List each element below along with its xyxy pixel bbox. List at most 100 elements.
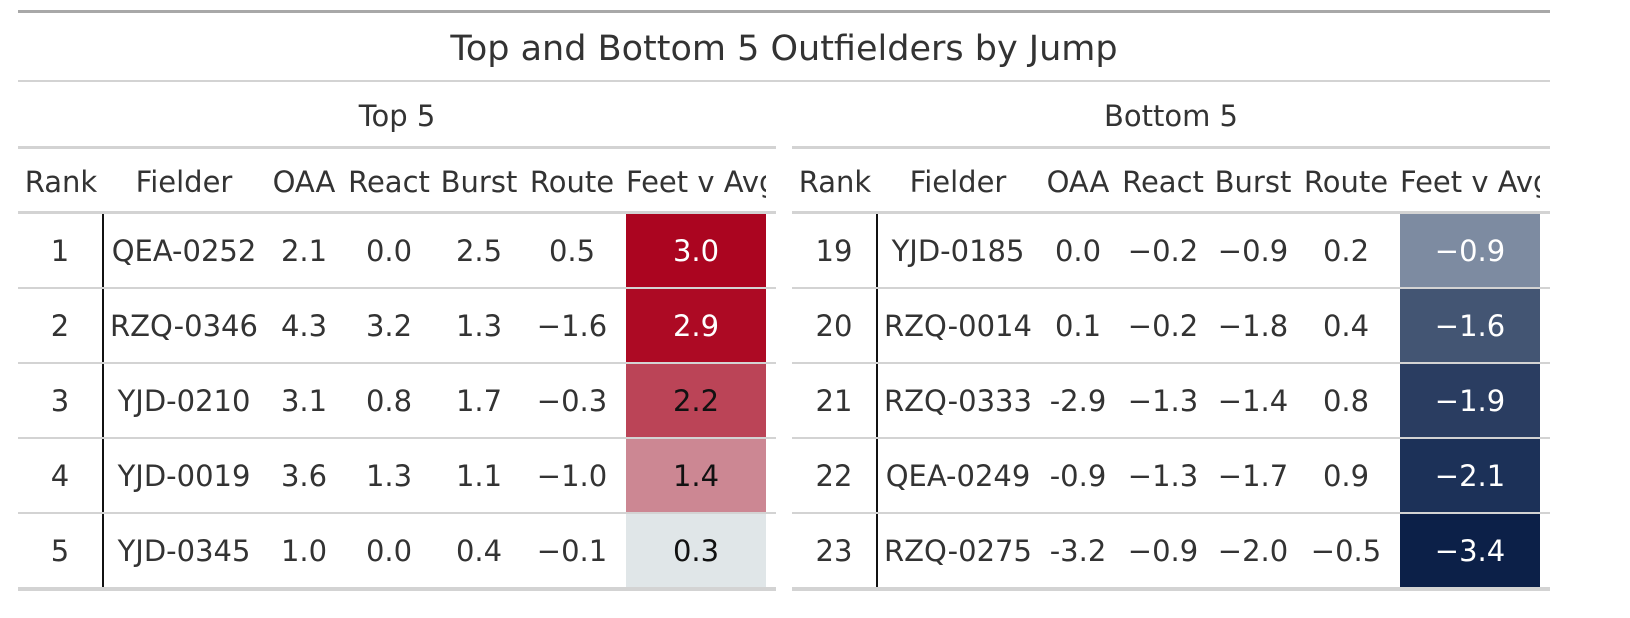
fielder-cell: QEA-0249 xyxy=(885,459,1031,493)
fielder-cell: YJD-0019 xyxy=(117,459,251,493)
rank-cell: 1 xyxy=(18,214,104,287)
table-row: 20 RZQ-0014 0.1 −0.2 −1.8 0.4 −1.6 xyxy=(792,289,1550,364)
feet-v-avg-cell: 3.0 xyxy=(626,214,766,287)
route-cell: 0.4 xyxy=(1322,309,1370,343)
feet-v-avg-cell: 0.3 xyxy=(626,514,766,587)
fielder-cell: RZQ-0275 xyxy=(884,534,1032,568)
oaa-header: OAA xyxy=(1046,165,1110,199)
feet-v-avg-cell: −2.1 xyxy=(1400,439,1540,512)
fielder-header: Fielder xyxy=(909,165,1007,199)
react-cell: −0.9 xyxy=(1127,534,1199,568)
route-cell: 0.8 xyxy=(1322,384,1370,418)
oaa-header: OAA xyxy=(272,165,336,199)
spanner-rule xyxy=(792,146,1550,149)
oaa-cell: 0.0 xyxy=(1054,234,1102,268)
table-row: 4 YJD-0019 3.6 1.3 1.1 −1.0 1.4 xyxy=(18,439,776,514)
top-rule xyxy=(18,10,1550,13)
table-title: Top and Bottom 5 Outfielders by Jump xyxy=(450,29,1118,69)
top-5-body: 1 QEA-0252 2.1 0.0 2.5 0.5 3.0 2 RZQ-0346 4.3 3.2 1… xyxy=(18,214,776,591)
rank-header: Rank xyxy=(24,165,98,199)
route-cell: −0.1 xyxy=(536,534,608,568)
burst-cell: −1.8 xyxy=(1217,309,1289,343)
fielder-cell: YJD-0345 xyxy=(117,534,251,568)
rank-cell: 23 xyxy=(792,514,878,587)
route-cell: −0.5 xyxy=(1310,534,1382,568)
react-cell: 0.8 xyxy=(365,384,413,418)
oaa-cell: -2.9 xyxy=(1049,384,1107,418)
react-cell: 1.3 xyxy=(365,459,413,493)
fielder-cell: RZQ-0014 xyxy=(884,309,1032,343)
fielder-cell: YJD-0185 xyxy=(891,234,1025,268)
route-cell: 0.5 xyxy=(548,234,596,268)
burst-cell: −1.4 xyxy=(1217,384,1289,418)
burst-header: Burst xyxy=(440,165,518,199)
feet-v-avg-cell: −1.6 xyxy=(1400,289,1540,362)
feet-v-avg-cell: −0.9 xyxy=(1400,214,1540,287)
burst-cell: −2.0 xyxy=(1217,534,1289,568)
table-row: 3 YJD-0210 3.1 0.8 1.7 −0.3 2.2 xyxy=(18,364,776,439)
route-cell: 0.9 xyxy=(1322,459,1370,493)
rank-cell: 22 xyxy=(792,439,878,512)
oaa-cell: -0.9 xyxy=(1049,459,1107,493)
fielder-cell: RZQ-0333 xyxy=(884,384,1032,418)
burst-header: Burst xyxy=(1214,165,1292,199)
react-cell: −0.2 xyxy=(1127,309,1199,343)
oaa-cell: 3.6 xyxy=(280,459,328,493)
spanner-rule xyxy=(18,146,776,149)
react-cell: −1.3 xyxy=(1127,384,1199,418)
route-header: Route xyxy=(529,165,615,199)
feet-v-avg-cell: 2.2 xyxy=(626,364,766,437)
burst-cell: 1.1 xyxy=(455,459,503,493)
burst-cell: −0.9 xyxy=(1217,234,1289,268)
bottom-5-panel: Bottom 5 Rank Fielder OAA React Burst Ro… xyxy=(792,82,1550,591)
burst-cell: 0.4 xyxy=(455,534,503,568)
rank-cell: 20 xyxy=(792,289,878,362)
fielder-cell: QEA-0252 xyxy=(111,234,257,268)
rank-cell: 3 xyxy=(18,364,104,437)
rank-cell: 2 xyxy=(18,289,104,362)
table-row: 22 QEA-0249 -0.9 −1.3 −1.7 0.9 −2.1 xyxy=(792,439,1550,514)
table-row: 23 RZQ-0275 -3.2 −0.9 −2.0 −0.5 −3.4 xyxy=(792,514,1550,591)
rank-cell: 21 xyxy=(792,364,878,437)
react-header: React xyxy=(1122,165,1204,199)
table-row: 1 QEA-0252 2.1 0.0 2.5 0.5 3.0 xyxy=(18,214,776,289)
oaa-cell: 1.0 xyxy=(280,534,328,568)
title-rule xyxy=(18,80,1550,82)
feet-v-avg-cell: −3.4 xyxy=(1400,514,1540,587)
route-cell: −1.0 xyxy=(536,459,608,493)
oaa-cell: 0.1 xyxy=(1054,309,1102,343)
fielder-cell: RZQ-0346 xyxy=(110,309,258,343)
oaa-cell: -3.2 xyxy=(1049,534,1107,568)
feet-v-avg-header: Feet v Avg xyxy=(1400,165,1540,199)
react-cell: 3.2 xyxy=(365,309,413,343)
route-cell: −0.3 xyxy=(536,384,608,418)
bottom-5-body: 19 YJD-0185 0.0 −0.2 −0.9 0.2 −0.9 20 RZQ-0014 0.… xyxy=(792,214,1550,591)
rank-cell: 19 xyxy=(792,214,878,287)
oaa-cell: 2.1 xyxy=(280,234,328,268)
feet-v-avg-cell: 1.4 xyxy=(626,439,766,512)
route-cell: −1.6 xyxy=(536,309,608,343)
feet-v-avg-header: Feet v Avg xyxy=(626,165,766,199)
feet-v-avg-cell: −1.9 xyxy=(1400,364,1540,437)
oaa-cell: 3.1 xyxy=(280,384,328,418)
burst-cell: 2.5 xyxy=(455,234,503,268)
fielder-cell: YJD-0210 xyxy=(117,384,251,418)
table-row: 19 YJD-0185 0.0 −0.2 −0.9 0.2 −0.9 xyxy=(792,214,1550,289)
top-5-panel: Top 5 Rank Fielder OAA React Burst Route… xyxy=(18,82,776,591)
rank-cell: 4 xyxy=(18,439,104,512)
table-row: 21 RZQ-0333 -2.9 −1.3 −1.4 0.8 −1.9 xyxy=(792,364,1550,439)
column-header-row: Rank Fielder OAA React Burst Route Feet … xyxy=(18,149,776,214)
route-cell: 0.2 xyxy=(1322,234,1370,268)
react-cell: 0.0 xyxy=(365,534,413,568)
burst-cell: 1.3 xyxy=(455,309,503,343)
table-row: 2 RZQ-0346 4.3 3.2 1.3 −1.6 2.9 xyxy=(18,289,776,364)
rank-header: Rank xyxy=(798,165,872,199)
feet-v-avg-cell: 2.9 xyxy=(626,289,766,362)
burst-cell: −1.7 xyxy=(1217,459,1289,493)
column-header-row: Rank Fielder OAA React Burst Route Feet … xyxy=(792,149,1550,214)
rank-cell: 5 xyxy=(18,514,104,587)
table-row: 5 YJD-0345 1.0 0.0 0.4 −0.1 0.3 xyxy=(18,514,776,591)
top-5-spanner: Top 5 xyxy=(358,99,436,133)
burst-cell: 1.7 xyxy=(455,384,503,418)
react-cell: 0.0 xyxy=(365,234,413,268)
